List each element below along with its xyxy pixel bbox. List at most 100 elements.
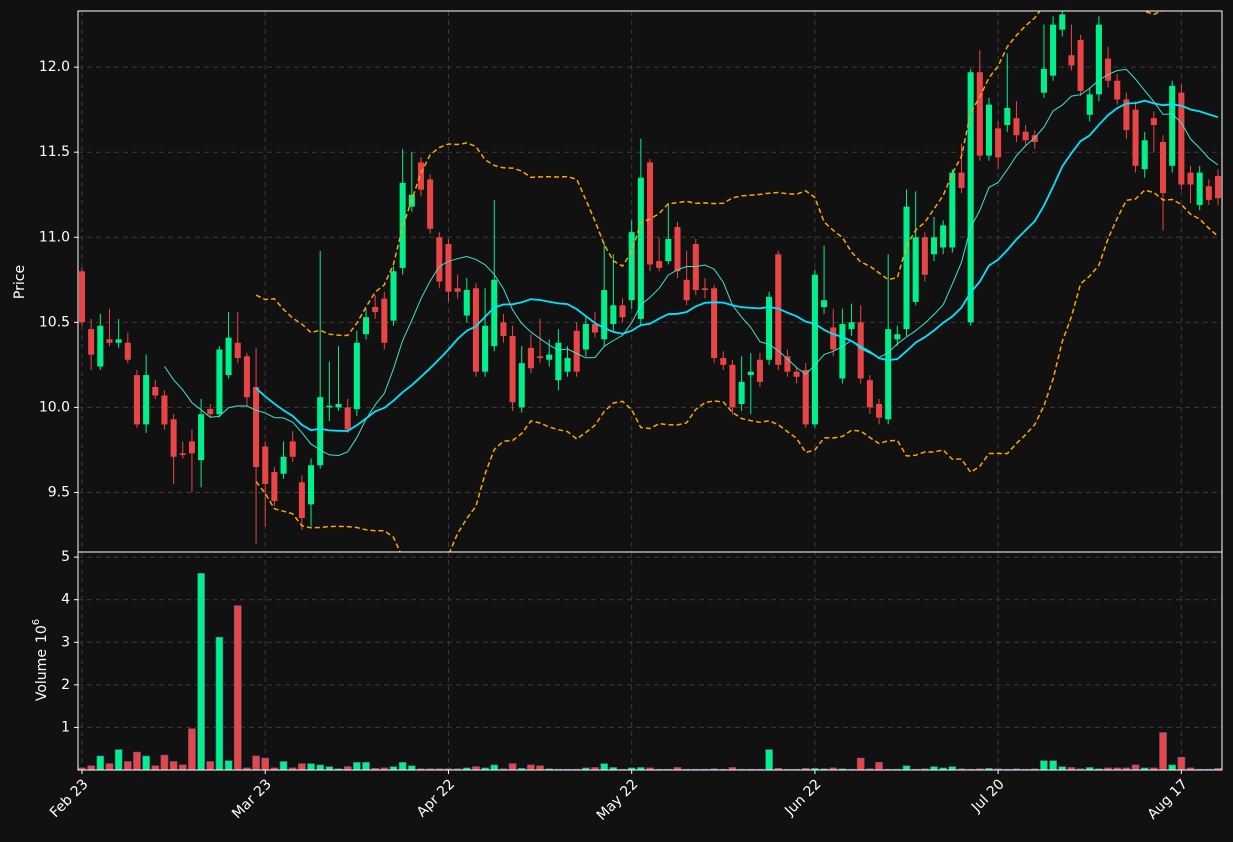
candle-body — [179, 453, 186, 456]
candle-body — [280, 456, 287, 474]
candle-body — [592, 324, 599, 333]
candle-body — [527, 347, 534, 369]
candle-body — [958, 172, 965, 188]
candle-body — [1077, 39, 1084, 91]
volume-bar — [527, 764, 535, 771]
candle-body — [1123, 99, 1130, 131]
candle-body — [454, 288, 461, 292]
price-panel — [78, 11, 1222, 552]
candle-body — [775, 254, 782, 365]
candle-body — [317, 397, 324, 466]
volume-bar — [123, 761, 132, 771]
volume-bar — [1159, 732, 1167, 771]
volume-bar — [169, 761, 178, 771]
volume-bar — [343, 766, 352, 771]
bollinger-upper — [255, 11, 1165, 337]
candle-body — [362, 317, 370, 335]
candle-body — [188, 441, 195, 454]
candle-body — [628, 232, 635, 301]
candle-body — [930, 237, 938, 255]
candle-body — [848, 322, 855, 330]
candle-body — [619, 305, 626, 318]
candle-body — [766, 296, 773, 360]
volume-bar — [105, 763, 114, 771]
candle-body — [692, 244, 699, 291]
moving-average — [164, 68, 1219, 457]
candle-body — [106, 339, 113, 343]
volume-bar — [224, 760, 233, 771]
candle-body — [646, 162, 654, 265]
candle-body — [1187, 172, 1194, 185]
candle-body — [555, 342, 562, 381]
candle-body — [949, 172, 956, 248]
candle-body — [1205, 186, 1212, 200]
candle-body — [1068, 55, 1075, 66]
volume-bar — [536, 765, 544, 771]
volume-scale-base: 10 — [34, 625, 50, 643]
candle-body — [885, 329, 892, 420]
candle-body — [234, 342, 241, 359]
candle-body — [912, 237, 919, 302]
candle-body — [143, 375, 150, 425]
volume-bar — [197, 572, 205, 771]
candle-body — [115, 339, 122, 343]
candle-body — [1160, 141, 1167, 194]
volume-bar — [307, 763, 315, 771]
candle-body — [78, 271, 86, 323]
volume-bar — [87, 765, 95, 771]
y2-tick-label: 3 — [61, 634, 70, 650]
candle-body — [353, 342, 360, 410]
volume-bar — [316, 764, 325, 771]
candle-body — [857, 322, 864, 379]
candle-body — [747, 371, 754, 376]
candle-body — [811, 274, 818, 425]
volume-bar — [1131, 764, 1140, 771]
candle-body — [491, 279, 498, 347]
y2-tick-label: 2 — [61, 677, 70, 693]
candle-body — [1132, 109, 1139, 166]
candle-body — [88, 329, 95, 355]
candle-body — [372, 307, 379, 313]
volume-axis-label: Volume 106 — [31, 619, 50, 701]
volume-bar — [948, 766, 957, 771]
candle-body — [308, 465, 315, 505]
candle-body — [793, 371, 800, 377]
candle-body — [124, 342, 131, 360]
candle-body — [243, 356, 250, 398]
candle-body — [637, 177, 644, 319]
candle-body — [976, 72, 983, 156]
candle-body — [482, 325, 489, 372]
candle-body — [546, 354, 553, 360]
candle-body — [1150, 118, 1157, 125]
candle-body — [784, 356, 791, 372]
volume-bar — [160, 754, 169, 771]
candle-body — [427, 179, 434, 229]
candle-body — [207, 409, 214, 415]
candle-body — [436, 237, 443, 282]
candle-body — [656, 261, 663, 268]
volume-bar — [252, 755, 260, 771]
y-tick-label: 10.0 — [39, 399, 70, 415]
volume-bar — [206, 761, 215, 771]
candle-body — [1031, 135, 1038, 142]
volume-bar — [930, 766, 938, 771]
candle-body — [701, 288, 708, 291]
candle-body — [995, 128, 1002, 158]
candle-body — [894, 334, 901, 340]
bollinger-lower — [255, 189, 1219, 552]
volume-bar — [1177, 756, 1186, 771]
candle-body — [509, 335, 516, 403]
y-tick-label: 10.5 — [39, 314, 70, 330]
candle-body — [720, 358, 727, 365]
axes-frame — [77, 10, 1223, 771]
volume-bar — [114, 749, 123, 771]
y-tick-label: 11.5 — [39, 144, 70, 160]
candle-body — [1169, 85, 1176, 166]
candle-body — [1086, 94, 1093, 115]
volume-bar — [261, 757, 270, 771]
y2-tick-label: 1 — [61, 719, 70, 735]
volume-bar — [1049, 760, 1057, 771]
volume-bar — [215, 636, 224, 771]
